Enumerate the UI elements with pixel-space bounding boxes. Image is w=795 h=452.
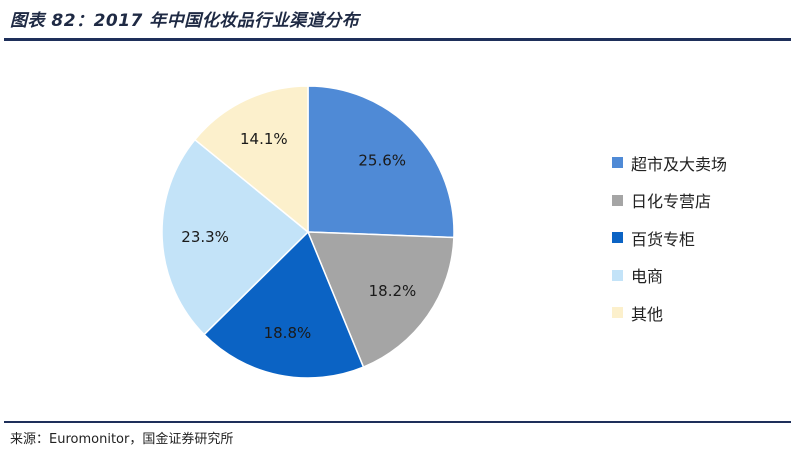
- chart-legend: 超市及大卖场 日化专营店百货专柜电商其他: [612, 144, 727, 332]
- pie-data-label-1: 25.6%: [358, 152, 406, 170]
- legend-label: 百货专柜: [631, 229, 696, 249]
- legend-label: 超市及大卖场: [631, 154, 728, 174]
- legend-label: 电商: [631, 267, 664, 287]
- source-text: Euromonitor，国金证券研究所: [49, 432, 234, 447]
- pie-slice-4: [161, 138, 310, 336]
- pie-slice-2: [306, 231, 455, 369]
- pie-data-label-3: 18.8%: [264, 324, 312, 342]
- legend-item-3: 百货专柜: [612, 219, 727, 257]
- pie-data-labels: 25.6% 18.2% 18.8% 23.3% 14.1%: [181, 130, 416, 342]
- figure-title: 图表 82：2017 年中国化妆品行业渠道分布: [10, 11, 360, 31]
- legend-swatch: [612, 157, 623, 169]
- pie-data-label-4: 23.3%: [181, 228, 229, 246]
- legend-item-4: 电商: [612, 257, 727, 295]
- pie-slice-5: [193, 85, 309, 234]
- title-rule: [4, 38, 791, 41]
- pie-data-label-2: 18.2%: [369, 282, 417, 300]
- legend-swatch: [612, 232, 623, 244]
- source-prefix: 来源：: [10, 432, 50, 447]
- pie-slices: [161, 85, 455, 379]
- legend-swatch: [612, 307, 623, 319]
- source-note: 来源：Euromonitor，国金证券研究所: [10, 428, 233, 447]
- legend-item-2: 日化专营店: [612, 182, 727, 220]
- legend-label: 其他: [631, 304, 664, 324]
- legend-item-1: 超市及大卖场: [612, 144, 727, 182]
- pie-slice-1: [307, 85, 455, 239]
- pie-slice-3: [203, 230, 365, 379]
- legend-label: 日化专营店: [631, 192, 712, 212]
- legend-item-5: 其他: [612, 294, 727, 332]
- legend-swatch: [612, 194, 623, 206]
- legend-swatch: [612, 269, 623, 281]
- footer-rule: [4, 421, 791, 423]
- pie-data-label-5: 14.1%: [240, 130, 288, 148]
